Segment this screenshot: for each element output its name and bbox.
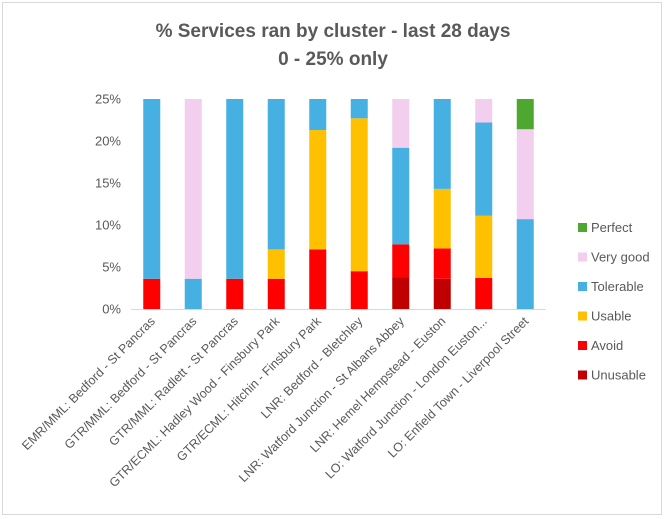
bar-segment-avoid <box>350 271 368 309</box>
bar-segment-tolerable <box>433 99 451 189</box>
y-axis: 0% 5% 10% 15% 20% 25% <box>95 92 121 317</box>
bar-segment-usable <box>433 188 451 249</box>
legend-label: Perfect <box>591 220 633 235</box>
bar-segment-tolerable <box>350 99 368 119</box>
bar-segment-avoid <box>226 278 244 309</box>
bar-segment-tolerable <box>226 99 244 279</box>
bar-segment-very-good <box>475 99 493 123</box>
y-tick-label: 0% <box>102 302 121 317</box>
bar-segment-usable <box>267 249 285 279</box>
bars <box>143 99 534 309</box>
bar-segment-tolerable <box>392 147 410 245</box>
bar-segment-very-good <box>184 99 202 279</box>
bar-segment-tolerable <box>143 99 161 279</box>
bar-segment-very-good <box>392 99 410 148</box>
legend-swatch <box>578 370 587 380</box>
legend-label: Tolerable <box>591 279 644 294</box>
bar-segment-tolerable <box>516 219 534 309</box>
bar-segment-tolerable <box>184 278 202 309</box>
bar-segment-usable <box>475 215 493 278</box>
y-tick-label: 25% <box>95 92 121 107</box>
legend-label: Usable <box>591 309 631 324</box>
bar-segment-avoid <box>392 244 410 278</box>
y-tick-label: 20% <box>95 134 121 149</box>
bar-segment-very-good <box>516 129 534 220</box>
bar-segment-tolerable <box>475 122 493 216</box>
chart-subtitle: 0 - 25% only <box>278 49 388 70</box>
legend-swatch <box>578 252 587 262</box>
bar-segment-avoid <box>433 248 451 279</box>
bar-segment-perfect <box>516 99 534 130</box>
bar-segment-avoid <box>143 278 161 309</box>
bar-segment-tolerable <box>267 99 285 250</box>
chart-title: % Services ran by cluster - last 28 days <box>155 21 511 42</box>
y-tick-label: 15% <box>95 176 121 191</box>
bar-segment-unusable <box>392 277 410 309</box>
y-tick-label: 10% <box>95 218 121 233</box>
legend-swatch <box>578 341 587 350</box>
chart-frame <box>2 2 662 515</box>
bar-segment-usable <box>350 118 368 272</box>
bar-segment-unusable <box>433 278 451 309</box>
legend-label: Unusable <box>591 368 646 383</box>
bar-segment-tolerable <box>309 99 327 131</box>
legend-label: Avoid <box>591 338 623 353</box>
bar-segment-avoid <box>309 249 327 309</box>
legend-swatch <box>578 282 587 291</box>
legend-swatch <box>578 223 587 232</box>
y-tick-label: 5% <box>102 260 121 275</box>
legend-swatch <box>578 311 587 321</box>
legend: Perfect Very good Tolerable Usable Avoid Unus… <box>578 220 650 383</box>
legend-label: Very good <box>591 250 650 265</box>
bar-segment-usable <box>309 130 327 250</box>
bar-segment-avoid <box>267 278 285 309</box>
bar-segment-avoid <box>475 277 493 309</box>
